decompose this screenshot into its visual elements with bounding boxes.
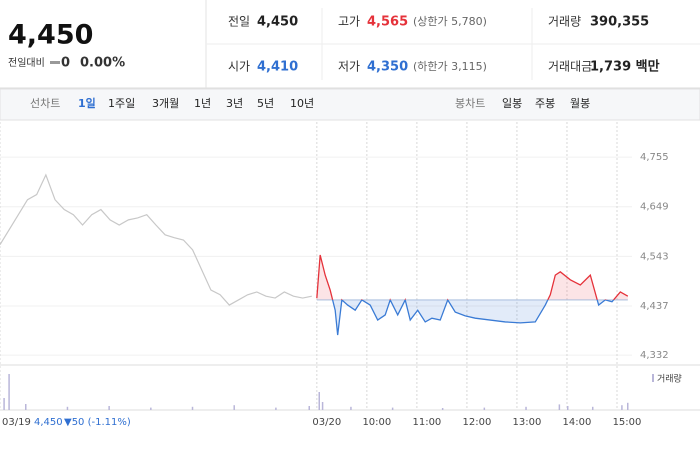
stat-value: 4,450 bbox=[257, 15, 298, 30]
prev-change: ▼50 (-1.11%) bbox=[64, 417, 131, 428]
change-label: 전일대비 bbox=[8, 57, 45, 69]
volume-bar bbox=[391, 407, 394, 410]
stat-label: 저가 bbox=[338, 60, 360, 74]
stat-note: (상한가 5,780) bbox=[413, 15, 487, 28]
y-tick-label: 4,649 bbox=[640, 202, 669, 213]
tab-group-label: 봉차트 bbox=[455, 97, 485, 110]
stat-label: 거래량 bbox=[548, 15, 581, 29]
x-tick-label: 11:00 bbox=[412, 417, 441, 428]
stat-label: 시가 bbox=[228, 60, 250, 74]
stat-label: 고가 bbox=[338, 15, 360, 29]
volume-bar bbox=[66, 406, 69, 410]
volume-bar bbox=[150, 407, 152, 410]
period-tab[interactable]: 10년 bbox=[290, 97, 314, 110]
volume-bar bbox=[275, 407, 277, 410]
x-tick-label: 03/19 bbox=[2, 417, 31, 428]
volume-bar bbox=[525, 406, 527, 410]
y-tick-label: 4,755 bbox=[640, 152, 669, 163]
stat-label: 거래대금 bbox=[548, 60, 592, 74]
volume-bar bbox=[318, 392, 321, 410]
stat-value: 4,565 bbox=[367, 15, 408, 30]
volume-bar bbox=[350, 406, 352, 410]
x-tick-label: 15:00 bbox=[613, 417, 642, 428]
up-line bbox=[316, 254, 629, 300]
stat-label: 전일 bbox=[228, 15, 250, 29]
price-line bbox=[0, 173, 312, 306]
y-tick-label: 4,332 bbox=[640, 350, 669, 361]
volume-bar bbox=[321, 402, 324, 410]
y-tick-label: 4,543 bbox=[640, 251, 669, 262]
prev-close: 4,450 bbox=[34, 417, 63, 428]
candle-tab[interactable]: 주봉 bbox=[535, 97, 555, 110]
volume-bar bbox=[8, 374, 10, 410]
stat-value: 1,739 백만 bbox=[590, 59, 660, 75]
price: 4,450 bbox=[8, 20, 93, 51]
volume-bar bbox=[308, 406, 310, 410]
period-tab[interactable]: 1년 bbox=[194, 97, 211, 110]
candle-tab[interactable]: 월봉 bbox=[570, 97, 590, 110]
x-tick-label: 14:00 bbox=[563, 417, 592, 428]
stat-note: (하한가 3,115) bbox=[413, 59, 487, 73]
period-tab[interactable]: 3년 bbox=[226, 97, 243, 110]
period-tab[interactable]: 1주일 bbox=[108, 96, 135, 110]
x-tick-label: 12:00 bbox=[462, 417, 491, 428]
volume-legend-swatch bbox=[652, 374, 654, 382]
stat-value: 4,410 bbox=[257, 60, 298, 75]
down-line bbox=[331, 299, 615, 336]
volume-bar bbox=[233, 405, 235, 410]
period-tab[interactable]: 3개월 bbox=[152, 97, 179, 110]
volume-bar bbox=[566, 406, 569, 410]
flat-icon bbox=[50, 61, 60, 64]
volume-bar bbox=[108, 406, 110, 410]
volume-bar bbox=[483, 407, 486, 410]
change-pct: 0.00% bbox=[80, 56, 125, 71]
stat-value: 390,355 bbox=[590, 15, 649, 30]
volume-bar bbox=[591, 406, 594, 410]
volume-bar bbox=[3, 398, 5, 410]
volume-bar bbox=[558, 404, 561, 410]
period-tab[interactable]: 1일 bbox=[78, 96, 96, 110]
x-tick-label: 13:00 bbox=[513, 417, 542, 428]
x-tick-label: 10:00 bbox=[362, 417, 391, 428]
y-tick-label: 4,437 bbox=[640, 301, 669, 312]
volume-bar bbox=[441, 408, 444, 410]
change: 0 bbox=[61, 56, 70, 71]
tab-group-label: 선차트 bbox=[30, 97, 60, 110]
volume-legend: 거래량 bbox=[657, 373, 682, 385]
volume-bar bbox=[25, 404, 27, 410]
stat-value: 4,350 bbox=[367, 60, 408, 75]
candle-tab[interactable]: 일봉 bbox=[502, 96, 522, 110]
period-tab[interactable]: 5년 bbox=[257, 97, 274, 110]
up-area bbox=[316, 254, 628, 300]
volume-bar bbox=[626, 402, 629, 410]
volume-bar bbox=[621, 405, 623, 410]
x-tick-label: 03/20 bbox=[312, 417, 341, 428]
volume-bar bbox=[191, 406, 194, 410]
